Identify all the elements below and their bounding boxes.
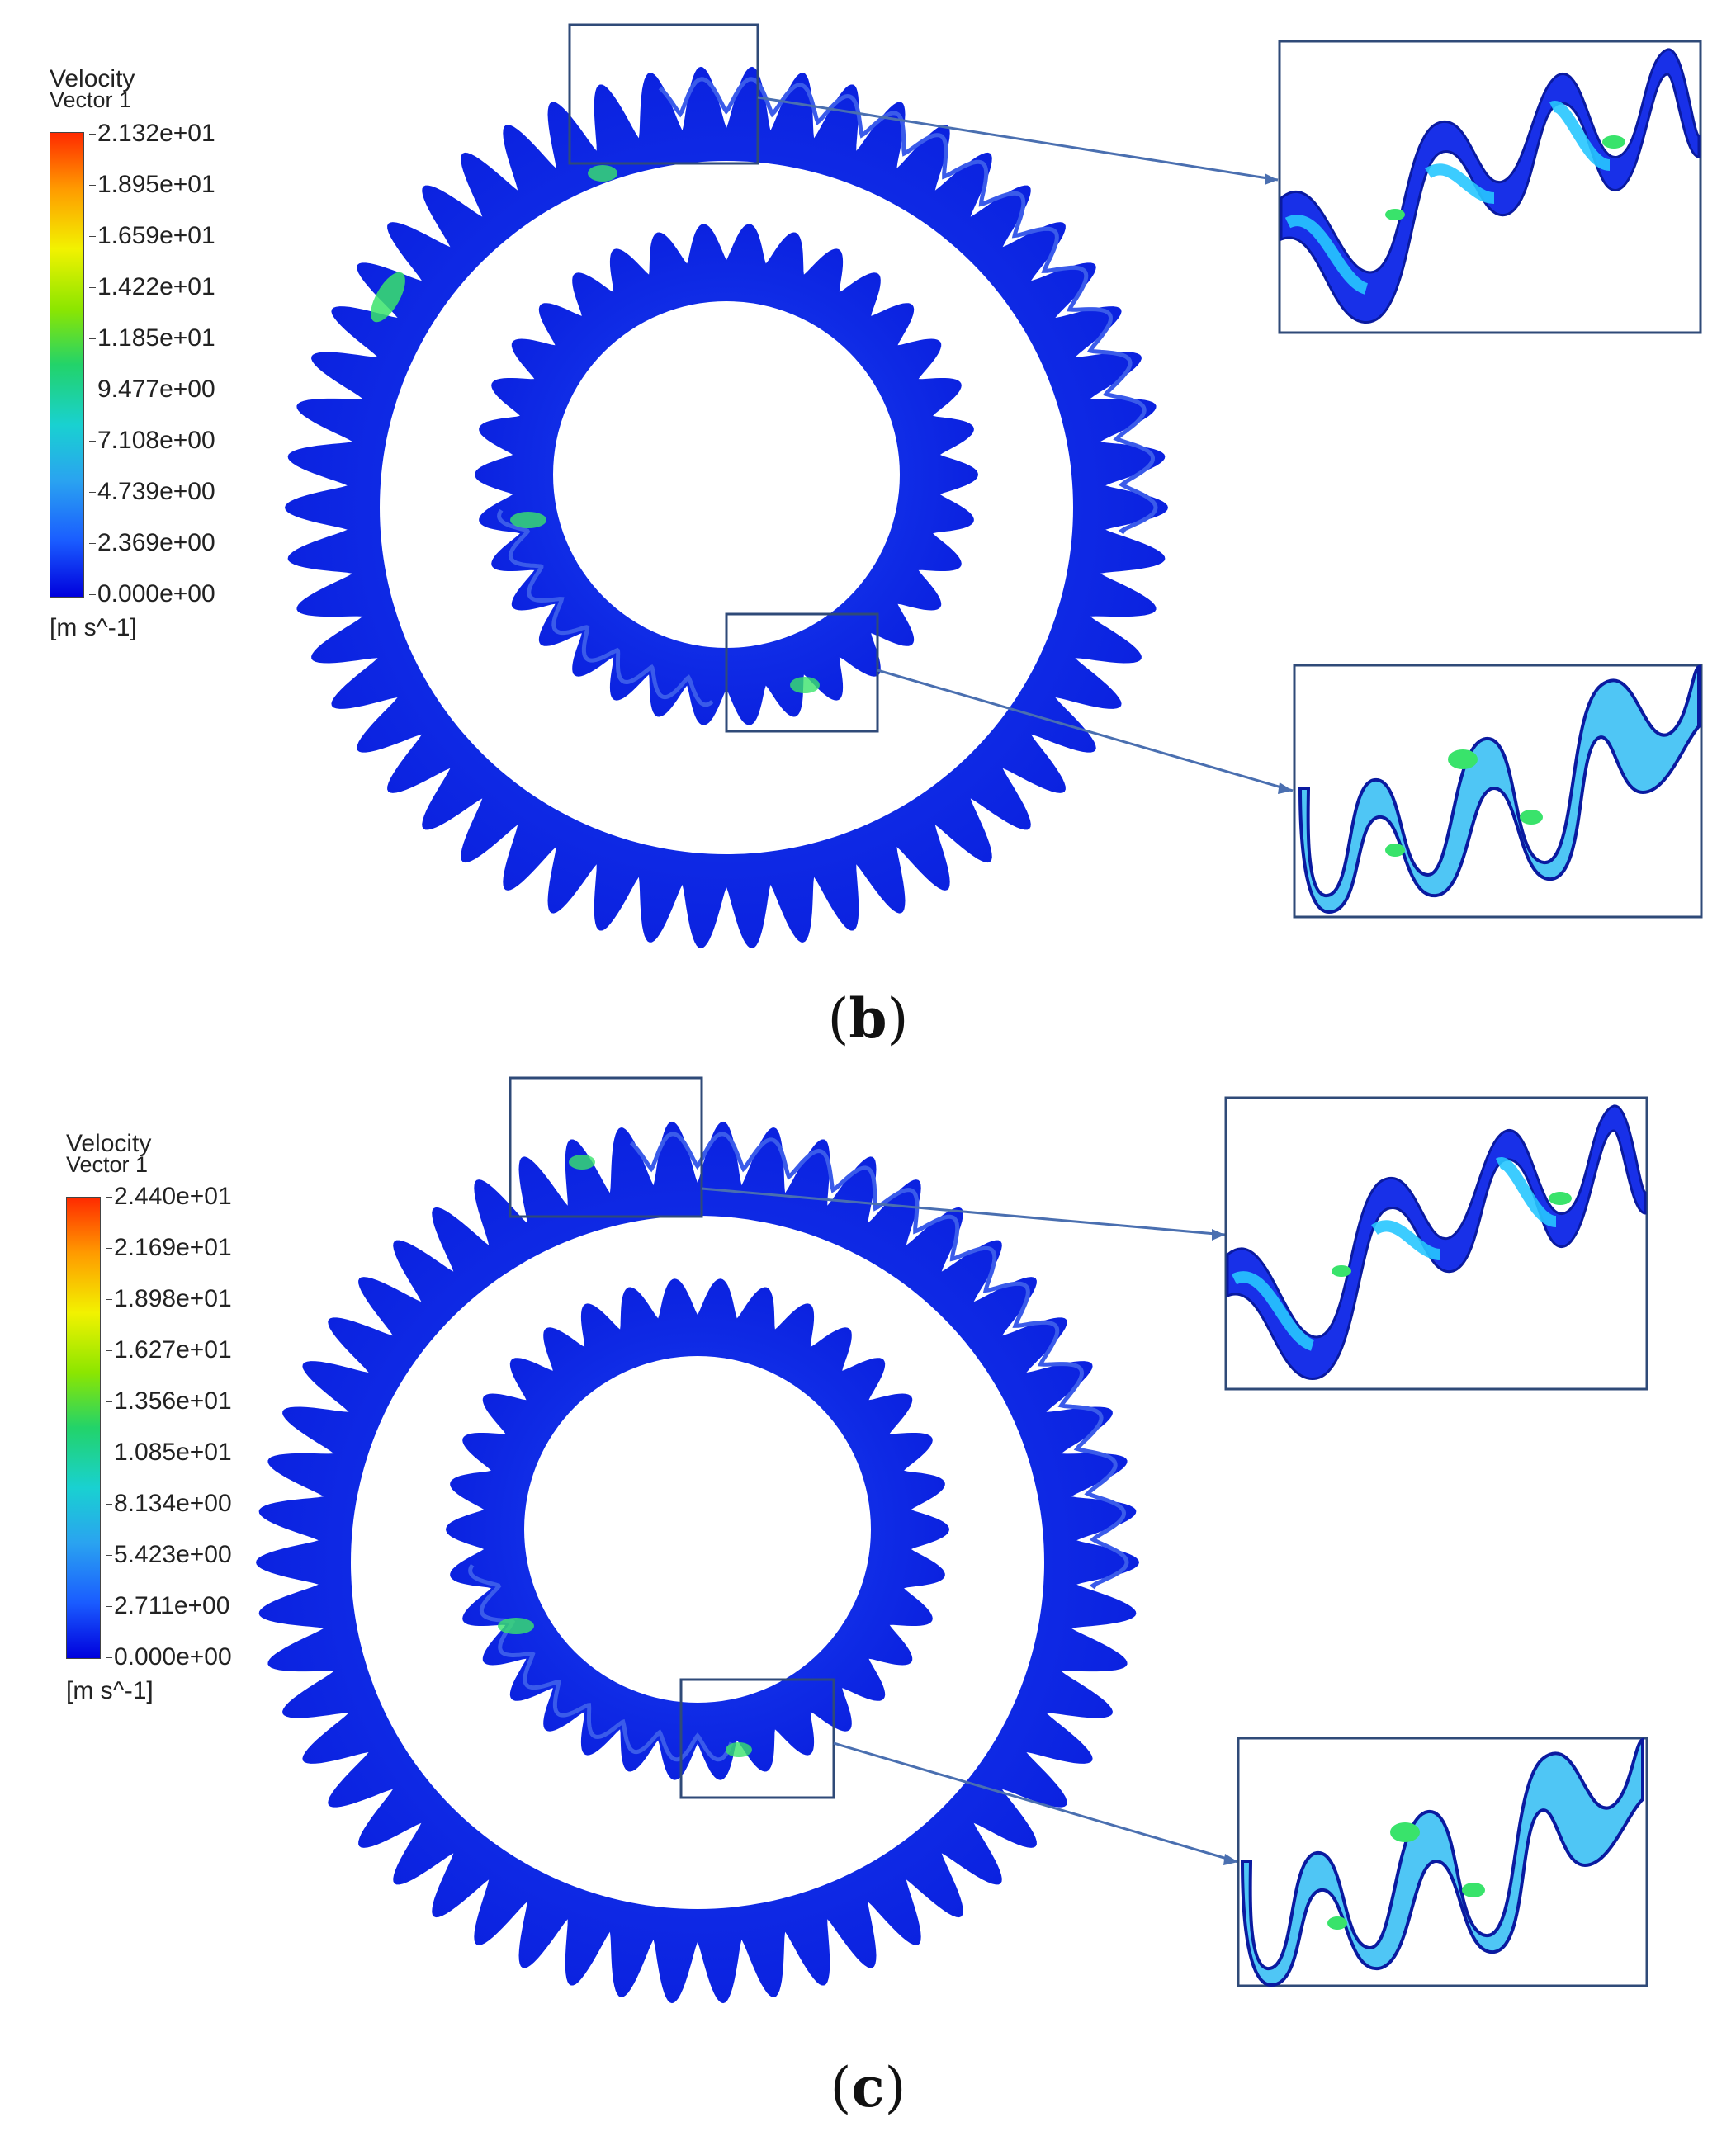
legend-tick: 0.000e+00 [106,1643,232,1671]
gear-flow-figure [256,1076,1648,2004]
legend-tick: 1.898e+01 [106,1285,232,1312]
legend-tick: 1.659e+01 [89,222,215,249]
legend-subtitle: Vector 1 [50,87,132,112]
legend-subtitle: Vector 1 [66,1152,149,1177]
legend-color-bar [50,132,84,598]
legend-tick: 2.132e+01 [89,120,215,147]
color-legend: Velocity Vector 1 2.440e+01 2.169e+01 1.… [66,1132,281,1710]
legend-tick: 9.477e+00 [89,376,215,403]
velocity-hotspots [498,1155,752,1757]
legend-tick: 1.895e+01 [89,171,215,198]
legend-tick: 1.627e+01 [106,1336,232,1363]
leader-line-bottom [877,669,1294,792]
leader-line-top [757,96,1279,182]
inset-top [1224,1096,1648,1391]
inner-gear [475,224,978,725]
outer-gear [285,66,1168,949]
zoom-source-box-bottom [679,1678,835,1799]
velocity-hotspots [371,165,820,693]
legend-tick: 1.185e+01 [89,324,215,352]
legend-tick: 1.085e+01 [106,1439,232,1466]
legend-tick: 2.440e+01 [106,1183,232,1210]
inset-top [1278,40,1702,334]
legend-tick: 1.422e+01 [89,273,215,300]
legend-tick: 0.000e+00 [89,580,215,607]
zoom-source-box-bottom [725,612,879,733]
legend-title: Velocity [50,65,135,92]
inset-bottom [1293,664,1703,919]
legend-tick: 2.369e+00 [89,529,215,556]
gear-flow-figure [285,23,1703,949]
panel-caption: (c) [830,2055,906,2120]
legend-title: Velocity [66,1130,152,1157]
inset-bottom [1237,1737,1648,1987]
legend-tick: 4.739e+00 [89,478,215,505]
leader-line-top [701,1187,1226,1236]
legend-tick: 2.169e+01 [106,1234,232,1261]
leader-line-bottom [833,1741,1239,1864]
legend-units: [m s^-1] [50,614,137,641]
legend-color-bar [66,1197,101,1659]
legend-tick: 7.108e+00 [89,427,215,454]
outer-gear [256,1121,1139,2004]
legend-tick: 5.423e+00 [106,1541,232,1568]
legend-tick: 1.356e+01 [106,1387,232,1415]
panel-c: Velocity Vector 1 2.440e+01 2.169e+01 1.… [0,1073,1736,2146]
zoom-source-box-top [568,23,759,165]
legend-units: [m s^-1] [66,1677,154,1704]
legend-tick: 8.134e+00 [106,1490,232,1517]
color-legend: Velocity Vector 1 2.132e+01 1.895e+01 1.… [50,65,264,645]
legend-tick: 2.711e+00 [105,1592,230,1619]
inner-gear [446,1278,949,1780]
panel-b: Velocity Vector 1 2.132e+01 1.895e+01 1.… [0,0,1736,1073]
panel-caption: (b) [827,986,909,1051]
zoom-source-box-top [509,1076,703,1218]
